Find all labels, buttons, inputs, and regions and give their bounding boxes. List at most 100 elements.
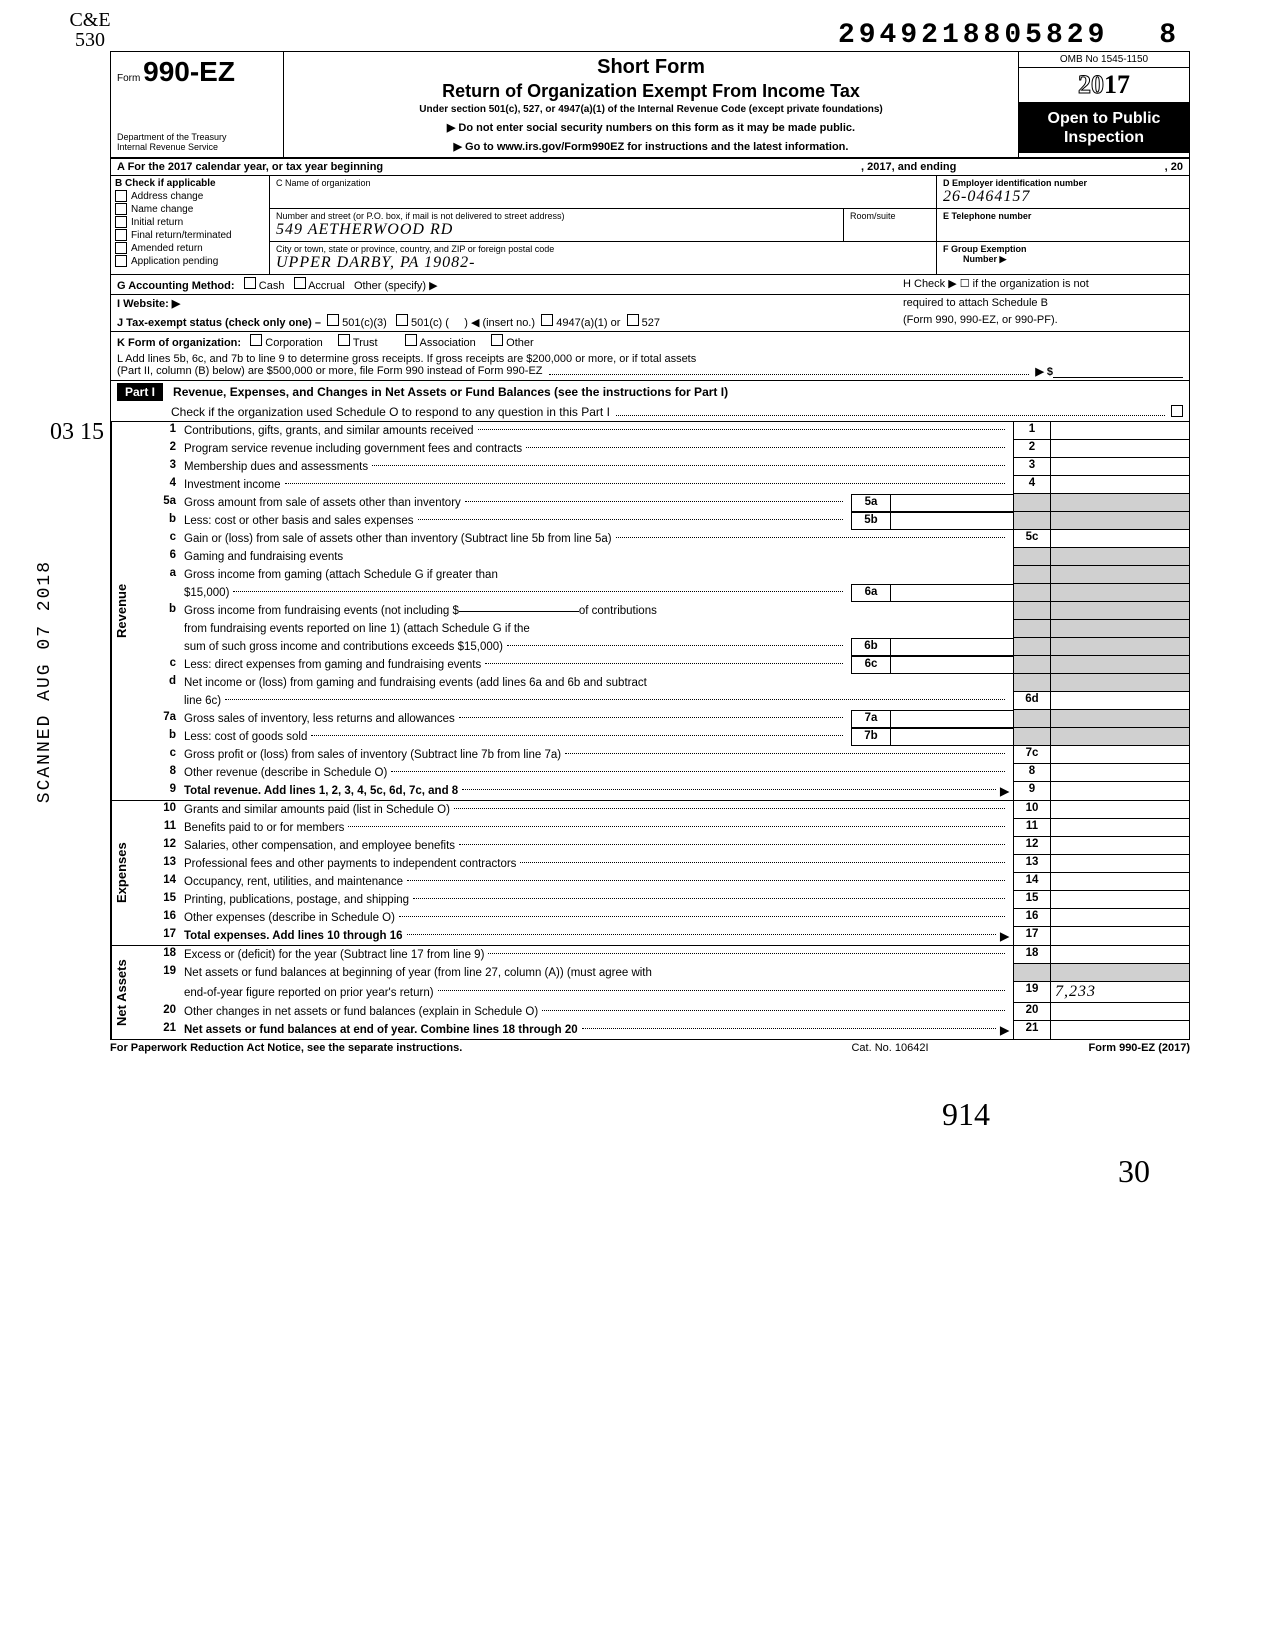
line-num: d bbox=[140, 674, 184, 692]
line-2-value[interactable] bbox=[1050, 440, 1189, 458]
address-label: Number and street (or P.O. box, if mail … bbox=[276, 211, 837, 221]
shaded-box bbox=[1050, 728, 1189, 746]
line-num: 16 bbox=[140, 909, 184, 927]
revenue-label: Revenue bbox=[111, 422, 140, 800]
line-7c-value[interactable] bbox=[1050, 746, 1189, 764]
line-box-label: 21 bbox=[1013, 1021, 1050, 1039]
checkbox-icon[interactable] bbox=[338, 334, 350, 346]
check-address-change[interactable]: Address change bbox=[115, 190, 265, 202]
line-4-value[interactable] bbox=[1050, 476, 1189, 494]
line-21-value[interactable] bbox=[1050, 1021, 1189, 1039]
shaded-box bbox=[1013, 964, 1050, 982]
handwritten-914: 914 bbox=[110, 1096, 990, 1133]
ein-value[interactable]: 26-0464157 bbox=[943, 188, 1183, 206]
check-name-change[interactable]: Name change bbox=[115, 203, 265, 215]
line-num: 8 bbox=[140, 764, 184, 782]
row-a: A For the 2017 calendar year, or tax yea… bbox=[110, 159, 1190, 176]
line-12-value[interactable] bbox=[1050, 837, 1189, 855]
shaded-box bbox=[1050, 584, 1189, 602]
row-a-left: A For the 2017 calendar year, or tax yea… bbox=[111, 159, 855, 175]
line-6b-value[interactable] bbox=[890, 638, 1013, 656]
checkbox-icon[interactable] bbox=[627, 314, 639, 326]
line-5c-value[interactable] bbox=[1050, 530, 1189, 548]
section-cde: C Name of organization D Employer identi… bbox=[270, 176, 1189, 274]
checkbox-icon bbox=[115, 203, 127, 215]
line-18-value[interactable] bbox=[1050, 946, 1189, 964]
line-10-value[interactable] bbox=[1050, 801, 1189, 819]
line-7a-value[interactable] bbox=[890, 710, 1013, 728]
line-num: b bbox=[140, 512, 184, 530]
line-6c-desc: Less: direct expenses from gaming and fu… bbox=[184, 659, 481, 671]
checkbox-icon[interactable] bbox=[1171, 405, 1183, 417]
checkbox-icon[interactable] bbox=[396, 314, 408, 326]
line-19-value[interactable]: 7,233 bbox=[1050, 982, 1189, 1003]
line-16-value[interactable] bbox=[1050, 909, 1189, 927]
line-num: 21 bbox=[140, 1021, 184, 1039]
l-line1: L Add lines 5b, 6c, and 7b to line 9 to … bbox=[117, 353, 1183, 365]
line-15-value[interactable] bbox=[1050, 891, 1189, 909]
line-box-label: 10 bbox=[1013, 801, 1050, 819]
line-14-value[interactable] bbox=[1050, 873, 1189, 891]
form-prefix: Form bbox=[117, 73, 140, 84]
checkbox-icon[interactable] bbox=[250, 334, 262, 346]
line-17-value[interactable] bbox=[1050, 927, 1189, 945]
check-application-pending[interactable]: Application pending bbox=[115, 255, 265, 267]
line-3-value[interactable] bbox=[1050, 458, 1189, 476]
check-final-return[interactable]: Final return/terminated bbox=[115, 229, 265, 241]
website-instruction: ▶ Go to www.irs.gov/Form990EZ for instru… bbox=[290, 140, 1012, 153]
line-num: a bbox=[140, 566, 184, 584]
line-12-desc: Salaries, other compensation, and employ… bbox=[184, 840, 455, 852]
row-j: J Tax-exempt status (check only one) – 5… bbox=[110, 312, 1190, 332]
shaded-box bbox=[1013, 494, 1050, 512]
checkbox-icon[interactable] bbox=[491, 334, 503, 346]
city-value[interactable]: UPPER DARBY, PA 19082- bbox=[276, 254, 930, 272]
shaded-box bbox=[1013, 602, 1050, 620]
line-box-label: 20 bbox=[1013, 1003, 1050, 1021]
line-7b-desc: Less: cost of goods sold bbox=[184, 731, 307, 743]
line-1-value[interactable] bbox=[1050, 422, 1189, 440]
line-num: 5a bbox=[140, 494, 184, 512]
checkbox-icon[interactable] bbox=[244, 277, 256, 289]
subbox-label: 6b bbox=[851, 638, 890, 656]
line-11-value[interactable] bbox=[1050, 819, 1189, 837]
subtitle: Under section 501(c), 527, or 4947(a)(1)… bbox=[290, 104, 1012, 115]
checkbox-icon bbox=[115, 190, 127, 202]
line-21-desc: Net assets or fund balances at end of ye… bbox=[184, 1024, 578, 1036]
paperwork-notice: For Paperwork Reduction Act Notice, see … bbox=[110, 1042, 790, 1054]
address-value[interactable]: 549 AETHERWOOD RD bbox=[276, 221, 837, 239]
line-4-desc: Investment income bbox=[184, 479, 281, 491]
line-5a-value[interactable] bbox=[890, 494, 1013, 512]
501c3-option: 501(c)(3) bbox=[342, 317, 387, 329]
tax-year: 2017 bbox=[1019, 68, 1189, 103]
received-stamp: C&E 530 bbox=[60, 10, 120, 50]
dept-line2: Internal Revenue Service bbox=[117, 143, 277, 153]
shaded-box bbox=[1050, 602, 1189, 620]
checkbox-icon[interactable] bbox=[327, 314, 339, 326]
shaded-box bbox=[1050, 674, 1189, 692]
line-num: 1 bbox=[140, 422, 184, 440]
line-6a-value[interactable] bbox=[890, 584, 1013, 602]
checkbox-icon[interactable] bbox=[294, 277, 306, 289]
row-l: L Add lines 5b, 6c, and 7b to line 9 to … bbox=[110, 351, 1190, 381]
check-initial-return[interactable]: Initial return bbox=[115, 216, 265, 228]
line-13-value[interactable] bbox=[1050, 855, 1189, 873]
omb-number: OMB No 1545-1150 bbox=[1019, 52, 1189, 68]
insert-no: ) ◀ (insert no.) bbox=[464, 317, 535, 329]
dln-value: 2949218805829 bbox=[838, 20, 1108, 51]
line-num: 18 bbox=[140, 946, 184, 964]
line-6c-value[interactable] bbox=[890, 656, 1013, 674]
line-5b-value[interactable] bbox=[890, 512, 1013, 530]
line-6d-value[interactable] bbox=[1050, 692, 1189, 710]
line-7b-value[interactable] bbox=[890, 728, 1013, 746]
checkbox-icon[interactable] bbox=[541, 314, 553, 326]
checkbox-icon[interactable] bbox=[405, 334, 417, 346]
line-20-value[interactable] bbox=[1050, 1003, 1189, 1021]
line-box-label: 7c bbox=[1013, 746, 1050, 764]
line-num: b bbox=[140, 602, 184, 620]
checkbox-icon bbox=[115, 216, 127, 228]
check-amended-return[interactable]: Amended return bbox=[115, 242, 265, 254]
form-of-org-label: K Form of organization: bbox=[117, 337, 241, 349]
line-box-label: 16 bbox=[1013, 909, 1050, 927]
line-8-value[interactable] bbox=[1050, 764, 1189, 782]
line-9-value[interactable] bbox=[1050, 782, 1189, 800]
